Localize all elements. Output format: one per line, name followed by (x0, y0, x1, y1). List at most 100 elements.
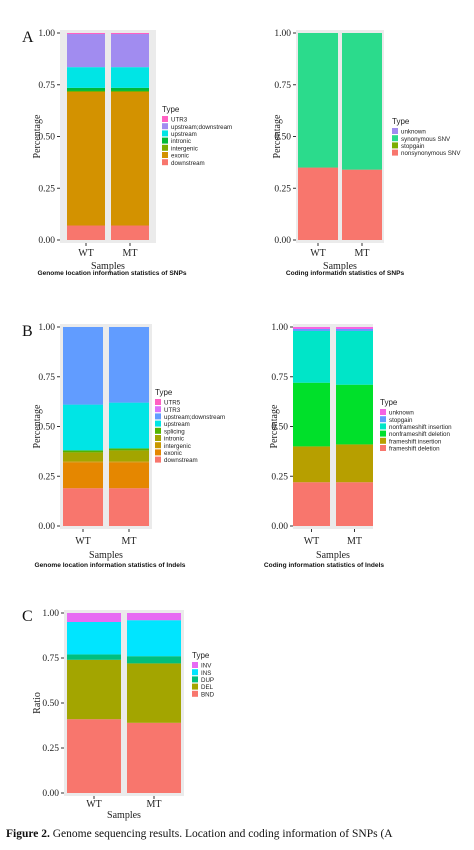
chart3-bar-mt-upstream (109, 402, 149, 449)
chart2-bar-mt-synonymous-snv (342, 33, 382, 170)
chart4-y-tick-label: 1.00 (271, 323, 288, 333)
chart5-y-tick-label: 1.00 (42, 609, 59, 619)
chart3-bar-wt-downstream (63, 488, 103, 526)
chart3-x-axis-title: Samples (89, 550, 123, 561)
chart1-legend-label: intronic (171, 138, 191, 145)
chart5-bar-mt-bnd (127, 722, 181, 793)
chart1-legend-swatch (162, 159, 168, 166)
chart2-x-axis-title: Samples (323, 261, 357, 272)
chart2-y-tick-label: 0.25 (274, 184, 291, 194)
chart4-bar-mt-nonframeshift-insertion (336, 330, 373, 385)
chart2-legend-swatch (392, 135, 398, 142)
chart4-x-tick-label: MT (347, 536, 362, 547)
chart1-y-tick-label: 1.00 (38, 29, 55, 39)
chart2-bar-wt-nonsynonymous-snv (298, 167, 338, 240)
chart4-y-tick-label: 0.00 (271, 522, 288, 532)
chart4-bar-mt-stopgain (336, 328, 373, 331)
chart1-legend-label: intergenic (171, 145, 198, 152)
chart4-legend-label: unknown (389, 410, 414, 417)
chart4-legend-swatch (380, 423, 386, 430)
chart3-title: Genome location information statistics o… (35, 562, 186, 569)
chart1-y-tick-label: 0.00 (38, 236, 55, 246)
chart3-y-tick-label: 0.50 (38, 423, 55, 433)
chart1-legend-title: Type (162, 105, 180, 114)
chart1-legend-swatch (162, 123, 168, 130)
chart4-x-axis-title: Samples (316, 550, 350, 561)
chart1-y-tick-label: 0.50 (38, 133, 55, 143)
chart4-legend-swatch (380, 437, 386, 444)
chart5-y-tick-label: 0.75 (42, 654, 59, 664)
chart2-bar-mt-nonsynonymous-snv (342, 169, 382, 240)
chart3-bar-wt-splicing (63, 450, 103, 453)
chart1-legend-swatch (162, 144, 168, 151)
chart4-y-axis-title: Percentage (269, 404, 280, 448)
chart4-bar-mt-frameshift-insertion (336, 444, 373, 483)
chart5-legend-swatch (192, 669, 198, 676)
chart3-y-tick-label: 1.00 (38, 323, 55, 333)
chart5-bar-wt-del (67, 659, 121, 720)
chart3-bar-wt-exonic (63, 462, 103, 489)
chart3-panel-label: B (22, 323, 33, 340)
chart1-x-tick-label: WT (78, 248, 94, 259)
chart3-bar-mt-downstream (109, 488, 149, 526)
chart1-y-axis-title: Percentage (32, 114, 43, 158)
chart1-legend-swatch (162, 130, 168, 137)
chart2-x-tick-label: MT (355, 248, 370, 259)
chart4-bar-mt-frameshift-deletion (336, 482, 373, 526)
chart2-legend-title: Type (392, 117, 410, 126)
chart3-legend-label: intergenic (164, 443, 191, 450)
chart1-legend-label: exonic (171, 153, 189, 160)
chart1-legend-label: UTR3 (171, 117, 188, 124)
chart2-y-tick-label: 0.00 (274, 236, 291, 246)
chart1-bar-wt-intronic (67, 87, 105, 91)
chart2-title: Coding information statistics of SNPs (286, 270, 405, 277)
chart4-bar-mt-unknown (336, 327, 373, 329)
chart1-x-axis-title: Samples (91, 261, 125, 272)
chart3-x-tick-label: WT (75, 536, 91, 547)
figure-caption: Figure 2. Genome sequencing results. Loc… (6, 828, 472, 840)
chart1-bar-mt-upstream (111, 67, 149, 88)
chart1-legend-swatch (162, 116, 168, 122)
chart3-legend-swatch (155, 399, 161, 405)
chart5-y-tick-label: 0.25 (42, 744, 59, 754)
chart1-bar-mt-utr3 (111, 33, 149, 35)
chart5-bar-wt-ins (67, 622, 121, 655)
chart5-bar-mt-del (127, 663, 181, 723)
chart2-legend-label: synonymous SNV (401, 136, 451, 143)
chart5-legend-swatch (192, 690, 198, 697)
chart3-y-tick-label: 0.25 (38, 472, 55, 482)
chart4-y-tick-label: 0.50 (271, 423, 288, 433)
chart5-legend-swatch (192, 676, 198, 683)
chart2-bar-wt-synonymous-snv (298, 33, 338, 168)
chart3-legend-swatch (155, 413, 161, 420)
chart3-legend-title: Type (155, 388, 173, 397)
chart3-legend-swatch (155, 406, 161, 413)
chart1-x-tick-label: MT (123, 248, 138, 259)
chart3-legend-swatch (155, 449, 161, 456)
chart5-bar-mt-ins (127, 620, 181, 657)
chart3-bar-mt-splicing (109, 448, 149, 451)
chart5-legend-label: DEL (201, 684, 214, 691)
chart3-legend-label: exonic (164, 450, 182, 457)
chart4-legend-swatch (380, 409, 386, 415)
chart3-legend-label: downstream (164, 457, 198, 464)
chart4-y-tick-label: 0.75 (271, 373, 288, 383)
figure-caption-text: Genome sequencing results. Location and … (52, 828, 393, 840)
chart1-bar-wt-utr3 (67, 33, 105, 35)
chart4-bar-mt-nonframeshift-deletion (336, 384, 373, 445)
chart3-legend-label: intronic (164, 436, 184, 443)
chart2-legend-label: unknown (401, 129, 426, 136)
chart3-legend-swatch (155, 442, 161, 449)
chart1-legend-label: upstream;downstream (171, 124, 232, 131)
chart2-y-tick-label: 0.50 (274, 133, 291, 143)
chart2-legend-label: stopgain (401, 143, 425, 150)
chart3-legend-swatch (155, 456, 161, 463)
chart4-y-tick-label: 0.25 (271, 472, 288, 482)
chart4-bar-wt-frameshift-insertion (293, 446, 330, 483)
chart4-legend-label: nonframeshift insertion (389, 424, 452, 431)
chart2-legend-label: nonsynonymous SNV (401, 150, 461, 157)
chart3-y-tick-label: 0.75 (38, 373, 55, 383)
chart2-x-tick-label: WT (310, 248, 326, 259)
chart5-bar-wt-dup (67, 654, 121, 660)
